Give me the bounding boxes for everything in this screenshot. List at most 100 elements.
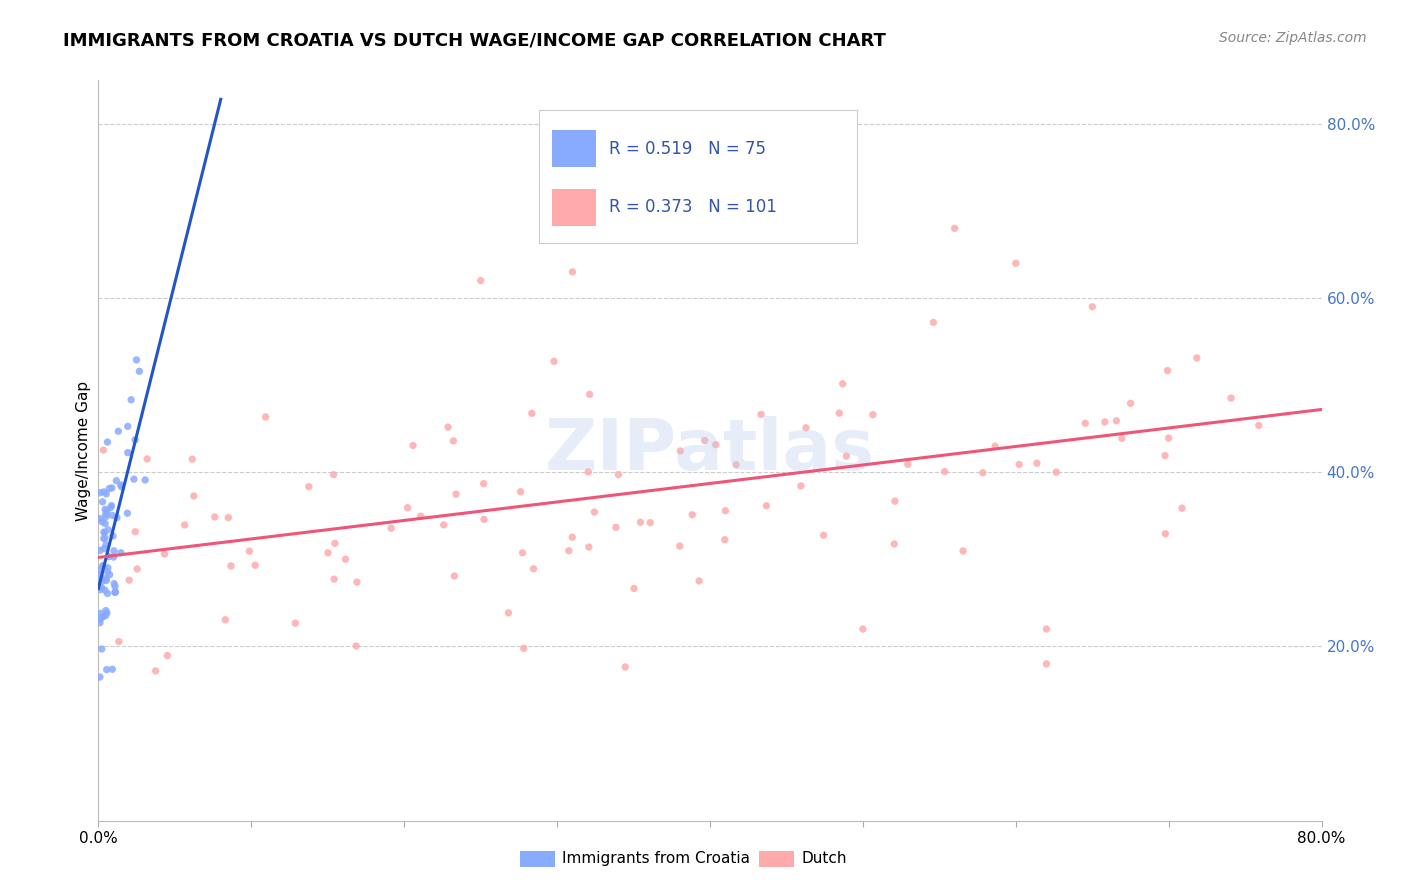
Point [298, 480, 321, 494]
Text: Immigrants from Croatia: Immigrants from Croatia [562, 852, 751, 866]
Point [852, 622, 875, 636]
Point [117, 419, 139, 434]
Point [943, 221, 966, 235]
Point [124, 524, 146, 539]
Point [396, 500, 419, 515]
Point [883, 494, 905, 508]
Point [91, 559, 114, 574]
Point [91, 515, 114, 529]
Point [813, 528, 835, 542]
Point [444, 487, 467, 501]
Point [335, 552, 357, 566]
Point [89, 670, 111, 684]
Point [704, 438, 727, 452]
Point [96, 606, 118, 620]
Point [745, 203, 768, 218]
Point [323, 572, 346, 586]
Point [173, 518, 195, 533]
Point [862, 408, 884, 422]
Point [108, 634, 131, 648]
Point [91, 558, 114, 573]
Y-axis label: Wage/Income Gap: Wage/Income Gap [76, 380, 91, 521]
Point [90, 642, 112, 657]
Point [520, 406, 543, 420]
Point [93, 443, 115, 458]
Text: Dutch: Dutch [801, 852, 846, 866]
Point [755, 499, 778, 513]
Point [790, 479, 813, 493]
Text: Source: ZipAtlas.com: Source: ZipAtlas.com [1219, 31, 1367, 45]
Point [254, 409, 277, 424]
Point [607, 467, 630, 482]
Point [89, 485, 111, 500]
Point [93, 532, 115, 546]
Point [984, 439, 1007, 453]
Point [1119, 396, 1142, 410]
Point [94, 604, 117, 618]
Point [103, 576, 125, 591]
Point [104, 585, 127, 599]
Point [669, 444, 692, 458]
Point [128, 364, 150, 378]
Point [89, 543, 111, 558]
Point [94, 583, 117, 598]
Point [1220, 391, 1243, 405]
Point [94, 531, 117, 545]
Point [89, 563, 111, 577]
Point [107, 424, 129, 438]
Point [90, 572, 112, 586]
Point [238, 544, 260, 558]
Point [578, 387, 600, 401]
Point [1157, 431, 1180, 445]
Point [713, 533, 735, 547]
Point [117, 506, 139, 520]
Point [561, 265, 583, 279]
Point [583, 505, 606, 519]
Point [897, 457, 920, 471]
Point [101, 529, 124, 543]
Point [104, 585, 127, 599]
Point [96, 574, 118, 588]
Point [1081, 300, 1104, 314]
Point [1074, 416, 1097, 430]
Point [576, 465, 599, 479]
Point [153, 547, 176, 561]
Point [688, 574, 710, 588]
Point [94, 502, 117, 516]
Point [561, 530, 583, 544]
Point [98, 567, 121, 582]
Point [120, 392, 142, 407]
Point [344, 639, 367, 653]
Point [605, 520, 627, 534]
Point [89, 607, 111, 621]
Point [1025, 456, 1047, 470]
Point [934, 465, 956, 479]
Point [181, 452, 204, 467]
Point [1035, 657, 1057, 671]
Point [1105, 414, 1128, 428]
Point [693, 434, 716, 448]
Point [93, 525, 115, 540]
Point [1035, 622, 1057, 636]
Point [136, 452, 159, 467]
Point [89, 612, 111, 626]
Point [101, 508, 124, 523]
Point [94, 516, 117, 531]
Point [90, 581, 112, 595]
Point [96, 487, 118, 501]
Point [96, 504, 118, 518]
Point [96, 565, 118, 579]
Point [513, 641, 536, 656]
Point [156, 648, 179, 663]
Point [498, 606, 520, 620]
Point [1045, 465, 1067, 479]
Point [749, 408, 772, 422]
Point [91, 609, 114, 624]
Point [89, 582, 111, 597]
Point [134, 473, 156, 487]
Point [558, 543, 581, 558]
Point [91, 495, 114, 509]
Point [204, 510, 226, 524]
Point [98, 482, 121, 496]
Point [93, 524, 115, 539]
